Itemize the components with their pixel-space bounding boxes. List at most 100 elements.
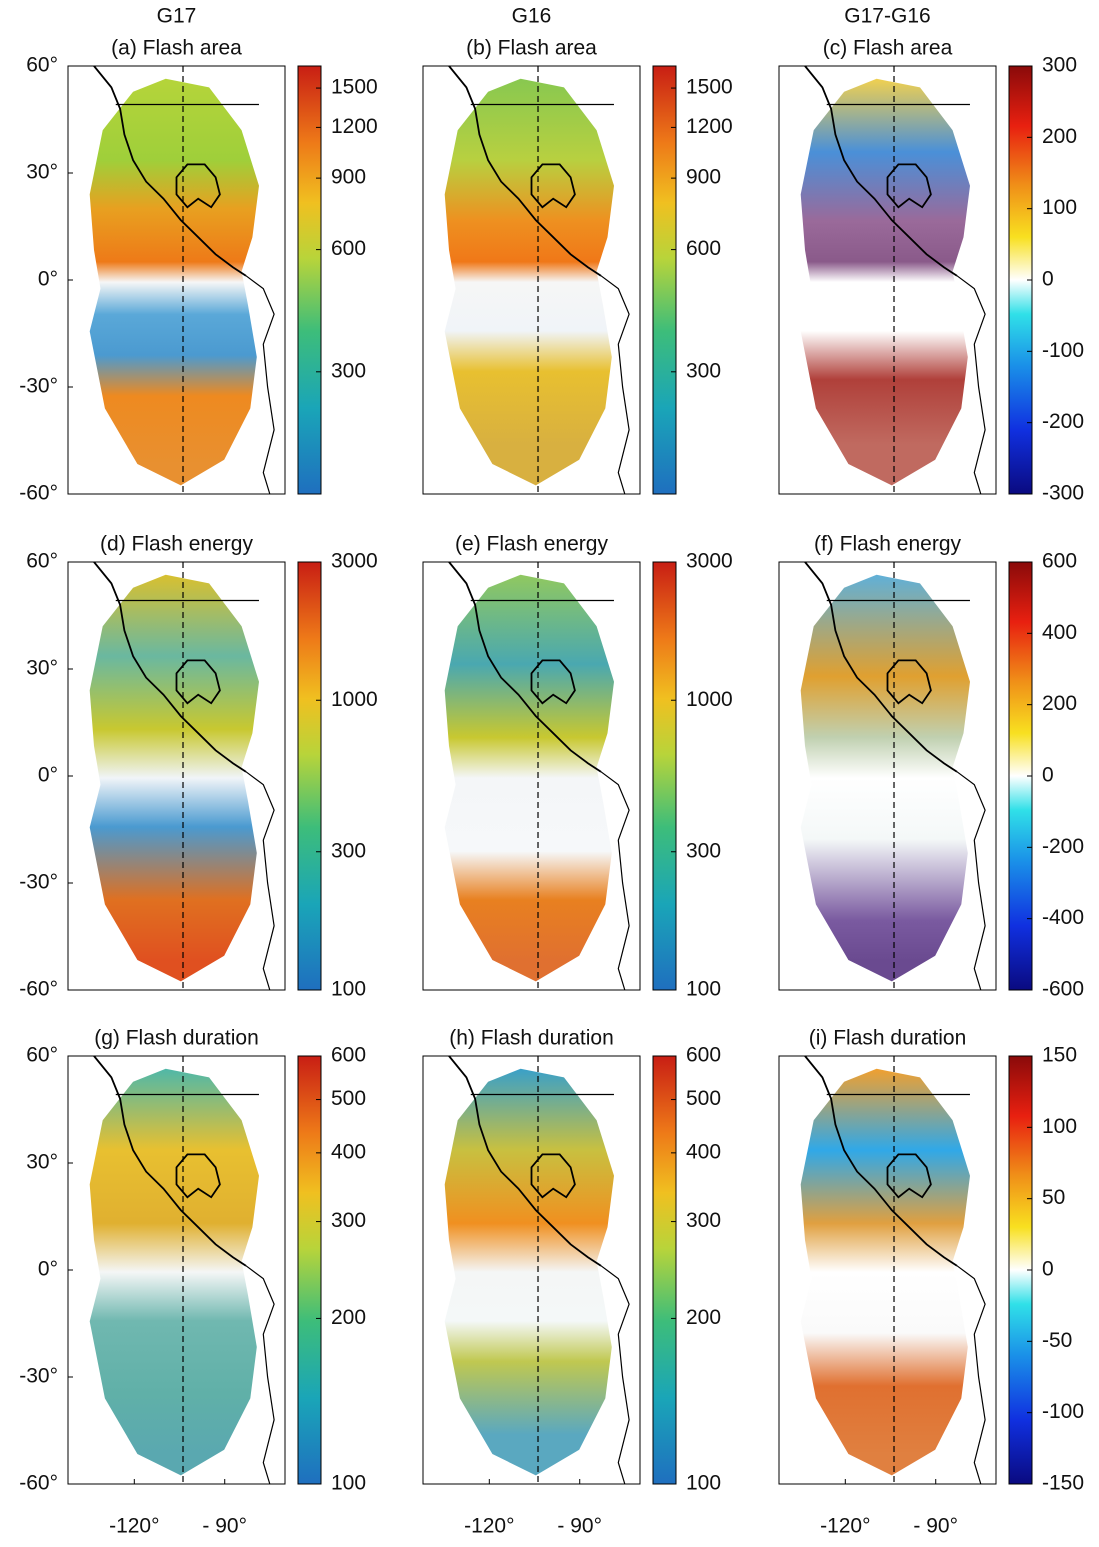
y-tick-label: 60° [26,54,58,77]
map-footprint [89,1068,259,1476]
map-frame [422,1055,641,1485]
coastline [93,65,247,277]
colorbar-tick-label: 1000 [686,688,733,711]
coastline [448,65,602,277]
colorbar-tick-label: -400 [1042,906,1084,929]
colorbar-tick-label: 0 [1042,1258,1054,1281]
map-footprint [800,78,970,486]
y-tick-label: -30° [19,871,58,894]
colorbar-tick-label: 600 [686,237,721,260]
map-frame [422,561,641,991]
colorbar-tick-label: -600 [1042,978,1084,1001]
coastline [956,1265,986,1485]
coastline [600,1265,630,1485]
coastline [530,163,576,209]
y-tick-label: 0° [38,1258,58,1281]
colorbar-tick-label: 3000 [331,550,378,573]
y-tick-label: -60° [19,978,58,1001]
colorbar-tick-label: 100 [1042,196,1077,219]
panel: (a) Flash area 60° 30° 0° -30° -60° 300 600 900 1… [19,37,377,505]
y-tick-label: -60° [19,482,58,505]
x-tick-label: - 90° [913,1515,958,1538]
colorbar-tick-label: -50 [1042,1329,1072,1352]
colorbar-tick-label: 200 [1042,125,1077,148]
colorbar-tick-label: 600 [686,1044,721,1067]
map-footprint [89,78,259,486]
colorbar-tick-label: 300 [1042,54,1077,77]
map-footprint [800,1068,970,1476]
coastline [956,771,986,991]
coastline [804,65,958,277]
coastline [448,1055,602,1267]
colorbar-tick-label: 300 [686,359,721,382]
colorbar-tick-label: 100 [686,978,721,1001]
colorbar-tick-label: 300 [331,1209,366,1232]
panel: (g) Flash duration 60° 30° 0° -30° -60° -120° -… [19,1027,366,1538]
panel-title: (f) Flash energy [814,533,962,556]
coastline [804,561,958,773]
panel: (b) Flash area 300 600 900 1200 1500 [422,37,733,495]
colorbar-tick-label: -300 [1042,482,1084,505]
coastline [245,771,275,991]
panel: (i) Flash duration -120° - 90° 150 100 50 0 -50… [778,1027,1084,1538]
colorbar-tick-label: 300 [331,839,366,862]
map-frame [778,65,997,495]
colorbar-tick-label: -100 [1042,1400,1084,1423]
map-frame [422,65,641,495]
colorbar-tick-label: 500 [331,1087,366,1110]
colorbar-tick-label: -100 [1042,339,1084,362]
y-tick-label: 30° [26,657,58,680]
coastline [600,275,630,495]
colorbar-tick-label: 0 [1042,268,1054,291]
y-tick-label: 0° [38,764,58,787]
colorbar-tick-label: -200 [1042,835,1084,858]
y-tick-label: -30° [19,375,58,398]
colorbar-tick-label: 200 [1042,692,1077,715]
colorbar-tick-label: -150 [1042,1472,1084,1495]
y-tick-label: -60° [19,1472,58,1495]
y-tick-label: 30° [26,1151,58,1174]
coastline [886,1153,932,1199]
colorbar [652,65,677,495]
colorbar-tick-label: 100 [331,1472,366,1495]
y-tick-label: -30° [19,1365,58,1388]
x-tick-label: - 90° [557,1515,602,1538]
panel: (e) Flash energy 100 300 1000 3000 [422,533,733,1001]
colorbar-tick-label: 300 [686,839,721,862]
map-footprint [444,574,614,982]
column-title: G17-G16 [844,5,930,28]
coastline [93,1055,247,1267]
coastline [804,1055,958,1267]
colorbar-tick-label: 100 [331,978,366,1001]
coastline [175,163,221,209]
colorbar [652,1055,677,1485]
colorbar [297,1055,322,1485]
x-tick-label: -120° [820,1515,870,1538]
map-footprint [800,574,970,982]
map-frame [778,1055,997,1485]
panel-title: (c) Flash area [823,37,953,60]
colorbar-tick-label: 600 [1042,550,1077,573]
panel-title: (b) Flash area [466,37,597,60]
coastline [956,275,986,495]
panel-title: (e) Flash energy [455,533,608,556]
colorbar-tick-label: 1500 [331,76,378,99]
panel: (d) Flash energy 60° 30° 0° -30° -60° 100 300 10… [19,533,377,1001]
coastline [886,659,932,705]
colorbar-tick-label: 50 [1042,1186,1065,1209]
colorbar-tick-label: 600 [331,237,366,260]
panel-title: (d) Flash energy [100,533,253,556]
coastline [530,1153,576,1199]
colorbar-tick-label: 1200 [331,115,378,138]
colorbar-tick-label: 150 [1042,1044,1077,1067]
colorbar [652,561,677,991]
colorbar-tick-label: 200 [686,1306,721,1329]
coastline [530,659,576,705]
x-tick-label: -120° [109,1515,159,1538]
colorbar-tick-label: 100 [686,1472,721,1495]
map-frame [778,561,997,991]
colorbar-tick-label: 1000 [331,688,378,711]
map-footprint [444,78,614,486]
y-tick-label: 60° [26,1044,58,1067]
